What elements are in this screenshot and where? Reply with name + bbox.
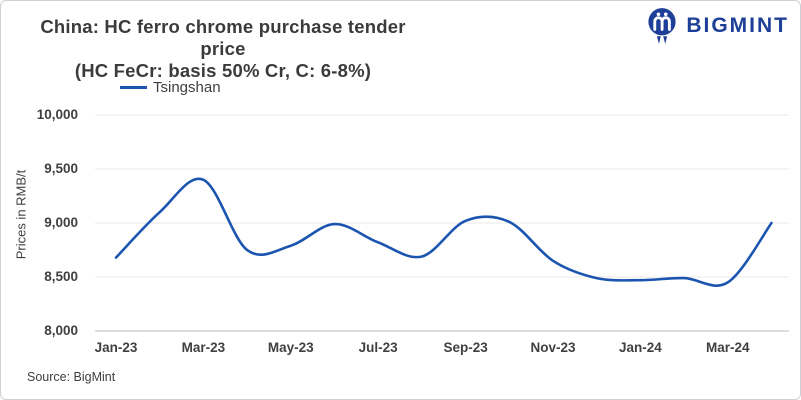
y-tick-label: 8,500: [44, 269, 78, 284]
bigmint-logo-icon: [645, 6, 679, 46]
y-tick-label: 9,500: [44, 161, 78, 176]
y-tick-label: 10,000: [36, 107, 78, 122]
bigmint-logo: BIGMINT: [645, 6, 789, 46]
x-tick-label: Mar-24: [706, 340, 750, 355]
series-line-tsingshan: [114, 177, 773, 287]
y-tick-label: 9,000: [44, 215, 78, 230]
x-tick-label: Nov-23: [530, 340, 576, 355]
x-tick-label: Jul-23: [358, 340, 398, 355]
x-tick-label: May-23: [267, 340, 314, 355]
x-tick-label: Jan-23: [94, 340, 138, 355]
source-note: Source: BigMint: [27, 370, 116, 384]
chart-legend: Tsingshan: [120, 79, 221, 96]
legend-line-swatch: [120, 86, 147, 89]
chart-title-line2: (HC FeCr: basis 50% Cr, C: 6-8%): [74, 60, 372, 81]
x-tick-label: Jan-24: [619, 340, 662, 355]
x-tick-label: Sep-23: [443, 340, 488, 355]
chart-title: China: HC ferro chrome purchase tender p…: [16, 16, 430, 82]
bigmint-logo-text: BIGMINT: [686, 14, 789, 37]
y-tick-label: 8,000: [44, 323, 78, 338]
x-tick-label: Mar-23: [181, 340, 226, 355]
legend-series-label: Tsingshan: [153, 79, 221, 96]
chart-title-line1: China: HC ferro chrome purchase tender p…: [40, 16, 406, 59]
